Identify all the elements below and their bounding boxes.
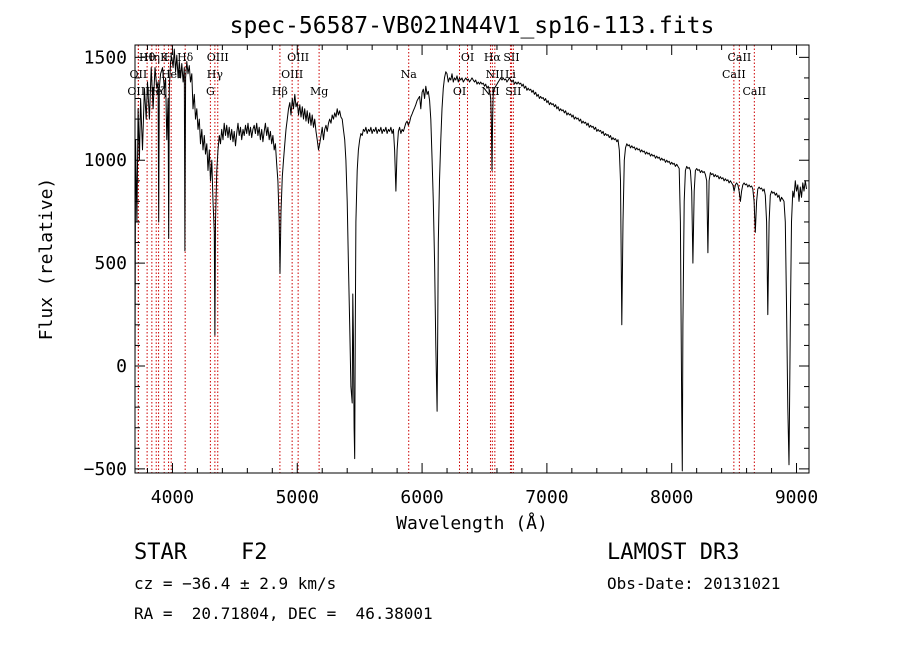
line-marker-label: OI: [453, 85, 466, 98]
redshift-cz: cz = −36.4 ± 2.9 km/s: [134, 574, 337, 593]
object-class: STAR: [134, 540, 187, 565]
y-axis-ticks: −500 0 500 1000 1500: [84, 47, 809, 480]
line-marker-label: Li: [505, 68, 516, 81]
line-marker-label: SII: [505, 85, 521, 98]
line-marker-label: Mg: [310, 85, 328, 98]
line-marker-label: Hδ: [177, 51, 194, 64]
survey-name: LAMOST DR3: [607, 540, 740, 565]
x-tick-label: 8000: [650, 487, 693, 508]
line-marker-labels: HθOIIOIIIHηHeIHζKHHeIHδGHγOIIIHβOIIIOIII…: [127, 51, 766, 98]
observation-date: Obs-Date: 20131021: [607, 574, 781, 593]
ra-dec: RA = 20.71804, DEC = 46.38001: [134, 604, 433, 623]
object-subclass: F2: [241, 540, 268, 565]
line-marker-label: NII: [486, 68, 504, 81]
x-tick-label: 5000: [276, 487, 319, 508]
line-marker-label: HeI: [161, 68, 181, 81]
line-marker-label: OIII: [281, 68, 303, 81]
line-marker-label: NII: [481, 85, 499, 98]
y-axis-label: Flux (relative): [36, 178, 57, 341]
x-tick-label: 4000: [151, 487, 194, 508]
line-marker-label: CaII: [728, 51, 752, 64]
y-tick-label: 1000: [84, 150, 127, 171]
line-marker-label: OIII: [207, 51, 229, 64]
line-marker-label: G: [206, 85, 215, 98]
y-tick-label: 500: [94, 253, 127, 274]
x-tick-label: 6000: [400, 487, 443, 508]
x-tick-label: 9000: [775, 487, 818, 508]
line-marker-label: CaII: [742, 85, 766, 98]
line-marker-label: CaII: [722, 68, 746, 81]
plot-frame: [134, 44, 810, 474]
line-marker-label: Na: [401, 68, 418, 81]
line-markers: [137, 45, 755, 473]
line-marker-label: Hα: [484, 51, 502, 64]
line-marker-label: Hβ: [272, 85, 288, 98]
y-tick-label: 0: [116, 356, 127, 377]
spectrum-line: [134, 48, 807, 472]
line-marker-label: Hθ: [139, 51, 156, 64]
x-axis-label: Wavelength (Å): [396, 512, 548, 534]
line-marker-label: H: [164, 51, 174, 64]
chart-title: spec-56587-VB021N44V1_sp16-113.fits: [230, 13, 715, 39]
x-tick-label: 7000: [525, 487, 568, 508]
line-marker-label: K: [160, 51, 169, 64]
y-tick-label: −500: [84, 459, 127, 480]
line-marker-label: Hη: [144, 51, 160, 64]
line-marker-label: Hγ: [207, 68, 224, 81]
line-marker-label: OIII: [287, 51, 309, 64]
line-marker-label: HeI: [146, 85, 166, 98]
line-marker-label: OI: [461, 51, 474, 64]
line-marker-label: OII: [130, 68, 148, 81]
line-marker-label: SII: [503, 51, 519, 64]
x-axis-ticks: 4000 5000 6000 7000 8000 9000: [146, 45, 818, 508]
y-tick-label: 1500: [84, 47, 127, 68]
